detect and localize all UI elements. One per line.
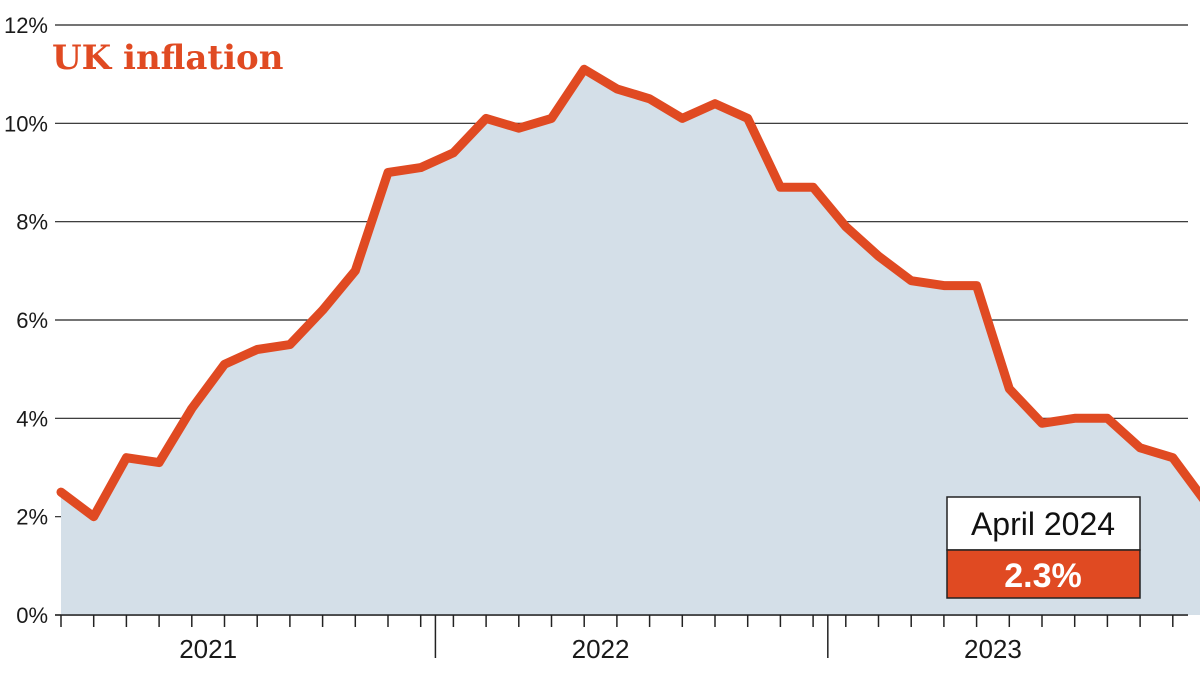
x-tick-label: 2022 xyxy=(572,634,630,664)
y-tick-label: 10% xyxy=(4,111,48,136)
y-tick-label: 12% xyxy=(4,13,48,38)
y-tick-label: 8% xyxy=(16,210,48,235)
y-tick-label: 2% xyxy=(16,505,48,530)
y-tick-label: 4% xyxy=(16,406,48,431)
x-tick-label: 2023 xyxy=(964,634,1022,664)
latest-value-callout: April 2024 2.3% xyxy=(946,496,1141,599)
x-axis: 2021 2022 2023 xyxy=(55,614,1188,664)
chart-title: UK inflation xyxy=(52,38,283,78)
callout-value-box xyxy=(946,549,1141,599)
inflation-area xyxy=(61,69,1200,615)
y-tick-label: 0% xyxy=(16,603,48,628)
callout-value: 2.3% xyxy=(1004,557,1082,595)
callout-date: April 2024 xyxy=(971,506,1115,542)
y-tick-label: 6% xyxy=(16,308,48,333)
x-tick-label: 2021 xyxy=(179,634,237,664)
y-axis-tick-labels: 0% 2% 4% 6% 8% 10% 12% xyxy=(4,13,48,628)
callout-date-box xyxy=(946,496,1141,551)
inflation-line xyxy=(56,64,1200,522)
